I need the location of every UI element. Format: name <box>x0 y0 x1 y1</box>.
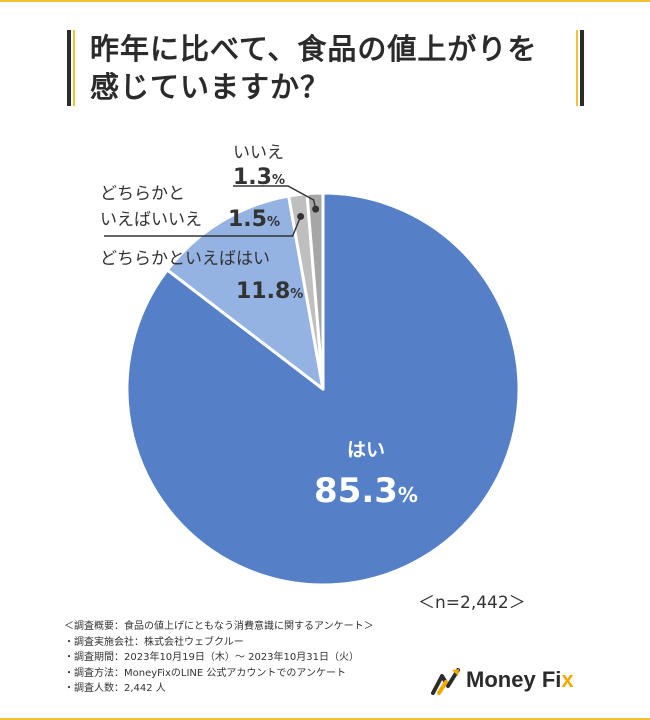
title-bracket-right <box>580 30 584 106</box>
logo-mark-icon <box>431 668 460 695</box>
chart-title-line2: 感じていますか？ <box>90 70 331 104</box>
slice-label-1: どちらかといえばはい <box>100 249 270 269</box>
survey-note-count: ・調査人数：2,442 人 <box>64 683 166 694</box>
leader-line-3 <box>233 185 317 210</box>
chart-title-line1: 昨年に比べて、食品の値上がりを <box>90 32 538 66</box>
chart-title: 昨年に比べて、食品の値上がりを 感じていますか？ <box>90 30 570 106</box>
slice-label-2-line1: どちらかと <box>100 184 185 204</box>
leader-line-2-dot <box>297 212 305 220</box>
leader-line-2 <box>104 216 302 237</box>
title-bracket-left-accent <box>73 30 75 106</box>
slice-label-2-line2: いえばいいえ <box>100 210 202 230</box>
logo-word-fi: Fi <box>541 667 562 692</box>
title-bracket-left <box>67 30 71 106</box>
top-border <box>0 0 650 2</box>
survey-note-method: ・調査方法：MoneyFixのLINE 公式アカウントでのアンケート <box>64 667 346 679</box>
survey-notes: ＜調査概要：食品の値上げにともなう消費意識に関するアンケート＞ ・調査実施会社：… <box>64 619 374 697</box>
pie-slice-3 <box>305 191 325 391</box>
survey-note-period: ・調査期間：2023年10月19日（木）～ 2023年10月31日（火） <box>64 652 359 663</box>
sample-size-label: ＜n=2,442＞ <box>418 593 526 613</box>
slice-label-0: はい <box>347 439 385 461</box>
survey-note-heading: ＜調査概要：食品の値上げにともなう消費意識に関するアンケート＞ <box>64 621 374 632</box>
logo-word-money: Money <box>466 667 536 692</box>
slice-value-0: 85.3% <box>314 471 418 511</box>
title-bracket-right-accent <box>576 30 578 106</box>
logo-word-x: x <box>561 667 574 692</box>
slice-label-3: いいえ <box>233 143 284 163</box>
slice-value-3: 1.3% <box>233 165 285 190</box>
survey-note-company: ・調査実施会社：株式会社ウェブクルー <box>64 636 244 648</box>
moneyfix-logo: Money Fix <box>430 664 600 698</box>
logo-wordmark: Money Fix <box>466 667 574 693</box>
leader-line-3-dot <box>312 205 320 213</box>
pie-slice-1 <box>165 194 325 391</box>
bottom-border <box>0 718 650 720</box>
